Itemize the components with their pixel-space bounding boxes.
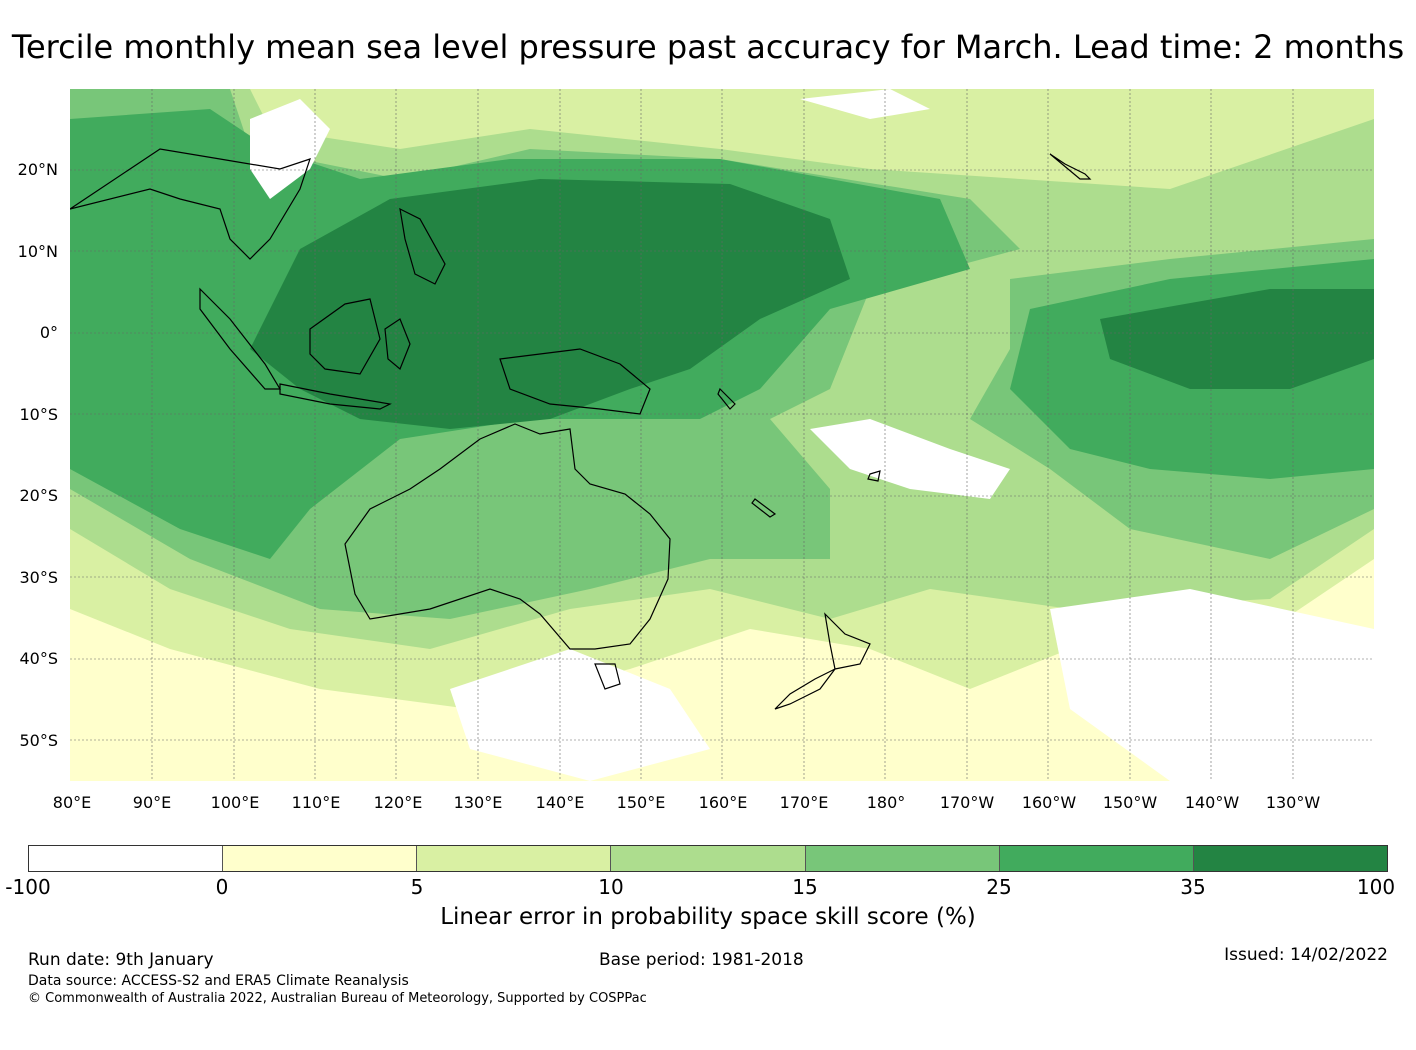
colorbar-segment-neg100-0 bbox=[29, 846, 224, 871]
lon-label-160e: 160°E bbox=[698, 793, 748, 812]
base-period: Base period: 1981-2018 bbox=[599, 950, 804, 970]
java-coastline bbox=[279, 383, 392, 410]
lon-label-110e: 110°E bbox=[291, 793, 341, 812]
lon-label-150e: 150°E bbox=[616, 793, 666, 812]
borneo-coastline bbox=[309, 298, 381, 375]
colorbar-segment-25-35 bbox=[999, 846, 1194, 871]
colorbar-tick-neg100: -100 bbox=[5, 875, 51, 899]
copyright: © Commonwealth of Australia 2022, Austra… bbox=[28, 991, 647, 1006]
new-guinea-coastline bbox=[499, 348, 651, 415]
run-date: Run date: 9th January bbox=[28, 950, 214, 970]
lat-label-20s: 20°S bbox=[19, 486, 58, 505]
fiji bbox=[867, 470, 881, 482]
skill-region-35-100-east bbox=[1100, 289, 1374, 389]
colorbar-tick-0: 0 bbox=[215, 875, 229, 899]
colorbar-segment-15-25 bbox=[805, 846, 1000, 871]
lon-label-170e: 170°E bbox=[779, 793, 829, 812]
lon-label-160w: 160°W bbox=[1021, 793, 1077, 812]
lat-label-30s: 30°S bbox=[19, 568, 58, 587]
colorbar-tick-5: 5 bbox=[410, 875, 424, 899]
philippines-coastline bbox=[399, 207, 446, 285]
skill-region-negative-tropic bbox=[810, 419, 1010, 499]
colorbar-tick-25: 25 bbox=[986, 875, 1012, 899]
colorbar-label: Linear error in probability space skill … bbox=[440, 904, 976, 930]
lon-label-180: 180° bbox=[866, 793, 906, 812]
colorbar-tick-100: 100 bbox=[1356, 875, 1396, 899]
new-caledonia bbox=[751, 498, 777, 518]
colorbar-segment-5-10 bbox=[417, 846, 612, 871]
colorbar-segment-35-100 bbox=[1193, 846, 1387, 871]
gridlines bbox=[70, 89, 1374, 781]
colorbar-tick-35: 35 bbox=[1180, 875, 1206, 899]
lon-label-120e: 120°E bbox=[373, 793, 423, 812]
lat-label-40s: 40°S bbox=[19, 649, 58, 668]
skill-region-negative-north bbox=[250, 99, 330, 199]
skill-region-35-100 bbox=[250, 179, 850, 429]
new-zealand-north bbox=[824, 612, 871, 670]
skill-region-negative-south bbox=[1050, 589, 1374, 781]
vanuatu bbox=[717, 387, 736, 410]
lon-label-170w: 170°W bbox=[939, 793, 995, 812]
lon-label-90e: 90°E bbox=[132, 793, 172, 812]
lon-label-100e: 100°E bbox=[210, 793, 260, 812]
lon-label-130w: 130°W bbox=[1265, 793, 1321, 812]
skill-map-canvas bbox=[70, 89, 1374, 781]
colorbar-segment-10-15 bbox=[611, 846, 806, 871]
new-zealand-south bbox=[774, 668, 836, 710]
tasmania-coastline bbox=[594, 663, 621, 690]
sumatra-coastline bbox=[199, 287, 282, 390]
lat-label-0: 0° bbox=[39, 323, 58, 342]
lat-label-10n: 10°N bbox=[17, 242, 58, 261]
sulawesi-coastline bbox=[384, 318, 411, 370]
australia-coastline bbox=[344, 423, 671, 650]
lat-label-10s: 10°S bbox=[19, 405, 58, 424]
indochina-coastline bbox=[70, 148, 311, 260]
lon-label-140w: 140°W bbox=[1184, 793, 1240, 812]
skill-region-negative-ne bbox=[800, 89, 930, 119]
data-source: Data source: ACCESS-S2 and ERA5 Climate … bbox=[28, 973, 409, 989]
issued-date: Issued: 14/02/2022 bbox=[1224, 945, 1388, 965]
colorbar-tick-15: 15 bbox=[792, 875, 818, 899]
chart-title: Tercile monthly mean sea level pressure … bbox=[11, 28, 1405, 66]
lon-label-150w: 150°W bbox=[1102, 793, 1158, 812]
lon-label-140e: 140°E bbox=[535, 793, 585, 812]
skill-region-negative-sw bbox=[450, 649, 710, 781]
skill-map bbox=[70, 89, 1374, 781]
lon-label-80e: 80°E bbox=[52, 793, 92, 812]
lat-label-20n: 20°N bbox=[17, 160, 58, 179]
colorbar-segment-0-5 bbox=[223, 846, 418, 871]
lon-label-130e: 130°E bbox=[453, 793, 503, 812]
hawaii bbox=[1049, 153, 1092, 180]
colorbar bbox=[28, 845, 1388, 872]
colorbar-tick-10: 10 bbox=[598, 875, 624, 899]
lat-label-50s: 50°S bbox=[19, 731, 58, 750]
coastlines bbox=[70, 148, 1092, 710]
